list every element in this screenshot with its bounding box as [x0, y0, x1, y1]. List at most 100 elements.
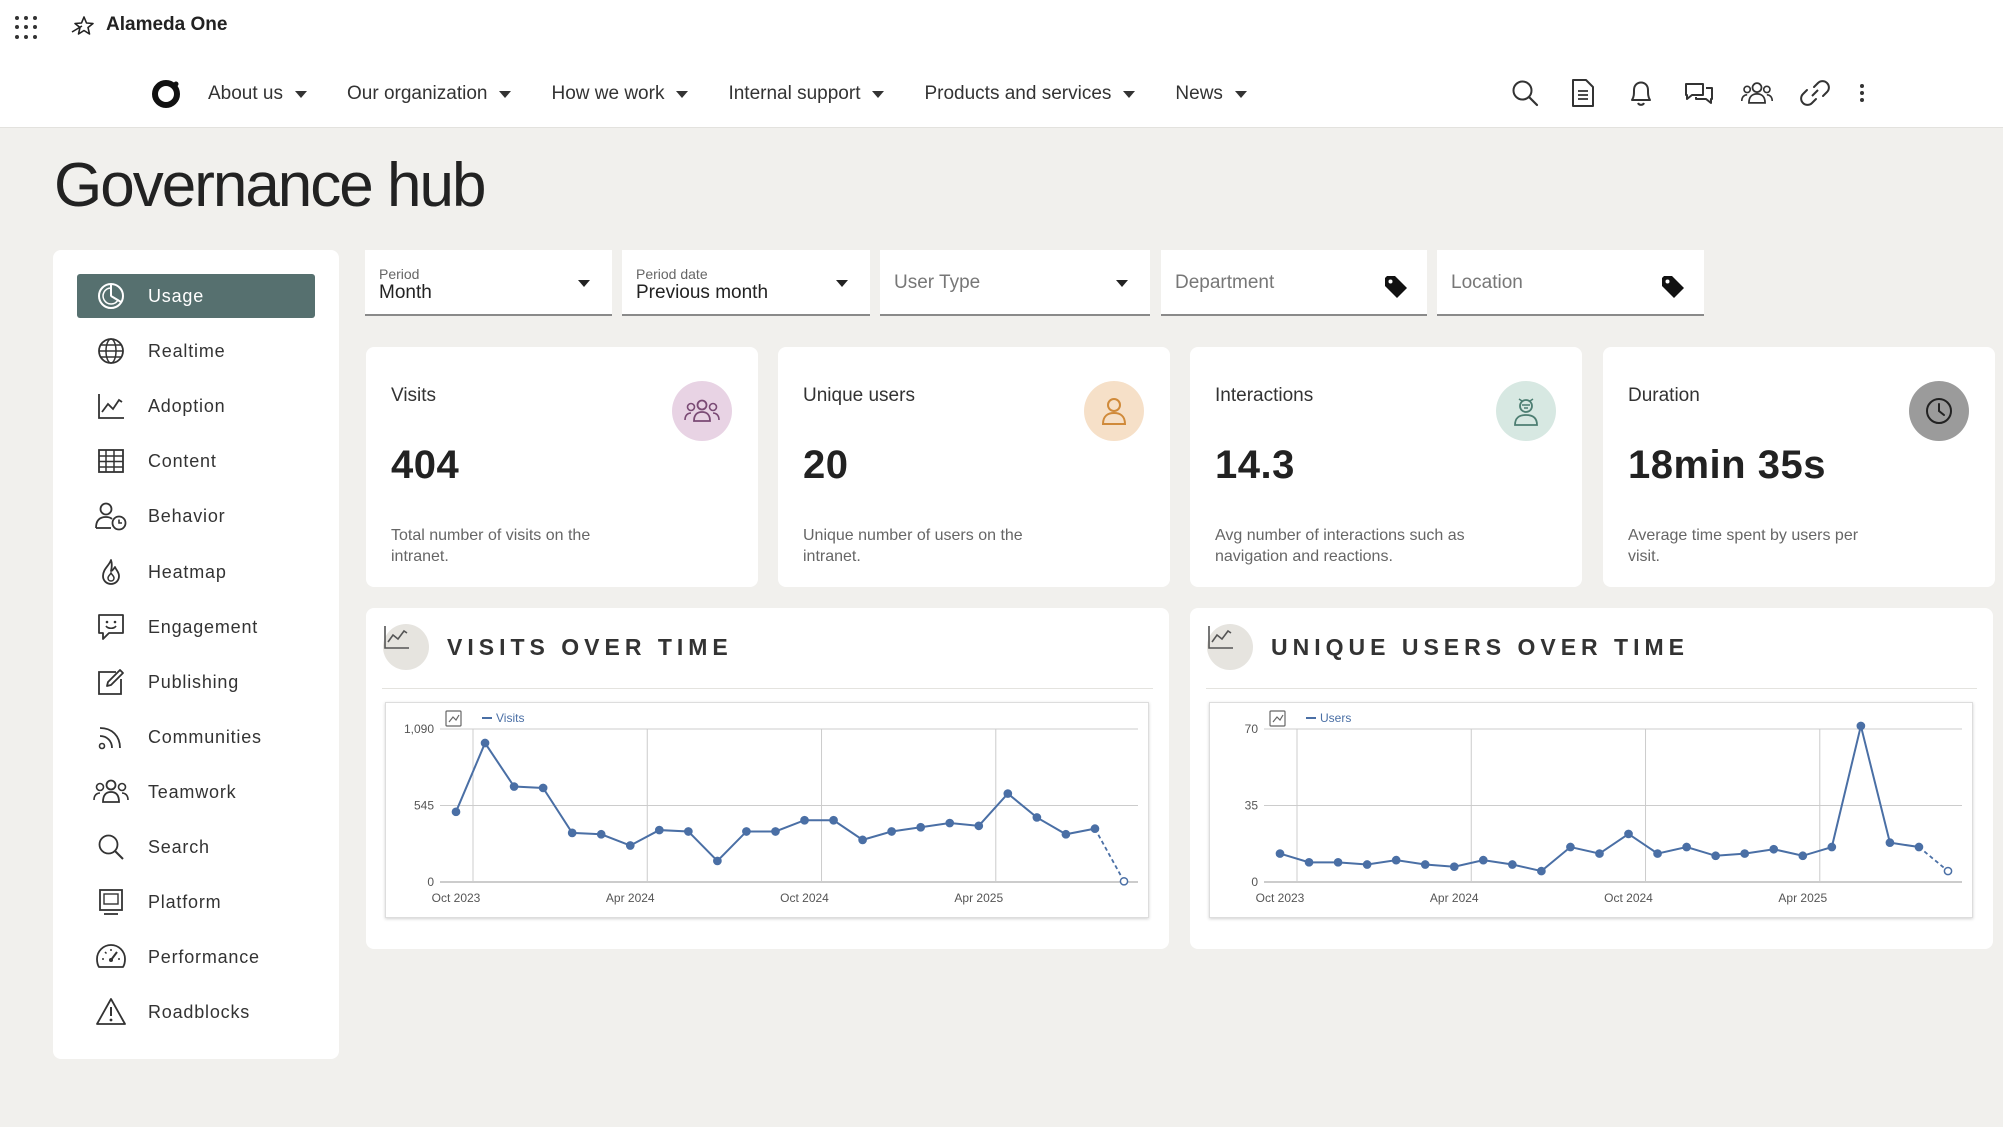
smile-chat-icon — [93, 609, 129, 645]
sidebar-item-heatmap[interactable]: Heatmap — [77, 550, 315, 594]
kpi-description: Average time spent by users per visit. — [1628, 527, 1859, 565]
period-date-select[interactable]: Period date Previous month — [622, 250, 870, 316]
top-bar: Alameda One About us Our organization Ho… — [0, 0, 2003, 128]
data-point — [742, 827, 751, 836]
data-point — [1653, 849, 1662, 858]
link-icon[interactable] — [1798, 76, 1832, 110]
data-point — [1449, 862, 1459, 872]
panel-title: VISITS OVER TIME — [447, 633, 733, 660]
nav-label: How we work — [551, 83, 665, 104]
sidebar-item-platform[interactable]: Platform — [77, 880, 315, 924]
x-tick-label: Oct 2024 — [780, 891, 829, 905]
bell-icon[interactable] — [1624, 76, 1658, 110]
filter-value: Month — [379, 282, 432, 303]
nav-label: About us — [208, 83, 283, 104]
y-tick-label: 70 — [1245, 722, 1259, 736]
y-tick-label: 35 — [1245, 799, 1259, 813]
x-tick-label: Oct 2023 — [1256, 891, 1305, 905]
sidebar-item-label: Communities — [148, 726, 262, 747]
data-point — [974, 821, 984, 831]
sidebar-item-label: Behavior — [148, 505, 226, 526]
data-point — [451, 807, 461, 817]
nav-label: Products and services — [924, 83, 1112, 104]
document-icon[interactable] — [1566, 76, 1600, 110]
data-point — [1333, 857, 1343, 867]
user-type-select[interactable]: User Type — [880, 250, 1150, 316]
page-title: Governance hub — [54, 151, 486, 220]
nav-how-we-work[interactable]: How we work — [551, 83, 689, 105]
data-point — [1827, 842, 1837, 852]
nav-news[interactable]: News — [1175, 83, 1247, 105]
nav-our-organization[interactable]: Our organization — [347, 83, 512, 105]
department-filter[interactable]: Department — [1161, 250, 1427, 316]
brand-name: Alameda One — [106, 14, 228, 35]
sidebar-item-adoption[interactable]: Adoption — [77, 384, 315, 428]
x-tick-label: Oct 2023 — [432, 891, 481, 905]
sidebar-item-usage[interactable]: Usage — [77, 274, 315, 318]
sidebar-item-realtime[interactable]: Realtime — [77, 329, 315, 373]
nav-label: Our organization — [347, 83, 488, 104]
series-line — [455, 740, 1096, 863]
kpi-title: Duration — [1628, 385, 1700, 406]
user-clock-icon — [93, 498, 129, 534]
sidebar-item-behavior[interactable]: Behavior — [77, 494, 315, 538]
data-point — [1943, 866, 1953, 876]
sidebar-item-label: Engagement — [148, 616, 259, 637]
visits-over-time-panel: VISITS OVER TIME 0 545 1,090 Oct 2023 Apr 20… — [366, 608, 1169, 949]
sidebar-item-content[interactable]: Content — [77, 439, 315, 483]
series-line-projection — [1918, 846, 1949, 872]
kpi-title: Unique users — [803, 385, 915, 406]
data-point — [1090, 824, 1100, 834]
brand[interactable]: Alameda One — [70, 14, 227, 36]
data-point — [1682, 842, 1691, 852]
people-icon[interactable] — [1740, 76, 1774, 110]
data-point — [625, 841, 635, 850]
legend-toggle-icon — [445, 710, 462, 727]
x-tick-label: Oct 2024 — [1604, 891, 1653, 905]
sidebar-item-label: Realtime — [148, 340, 226, 361]
legend-toggle-glyph — [1272, 714, 1284, 723]
sidebar-item-performance[interactable]: Performance — [77, 935, 315, 979]
data-point — [1537, 866, 1546, 876]
caret-down-icon — [1123, 90, 1136, 98]
data-point — [1798, 851, 1808, 861]
org-logo-icon[interactable] — [150, 78, 182, 110]
sidebar-item-label: Platform — [148, 891, 222, 912]
sidebar-item-engagement[interactable]: Engagement — [77, 605, 315, 649]
chat-icon[interactable] — [1682, 76, 1716, 110]
filter-value: Previous month — [636, 282, 769, 303]
sidebar-item-teamwork[interactable]: Teamwork — [77, 770, 315, 814]
sidebar-item-search[interactable]: Search — [77, 825, 315, 869]
search-icon — [93, 829, 129, 865]
legend-toggle-icon — [1269, 710, 1286, 727]
data-point — [713, 856, 722, 866]
sidebar-item-publishing[interactable]: Publishing — [77, 660, 315, 704]
nav-about-us[interactable]: About us — [208, 83, 307, 105]
data-point — [683, 827, 693, 836]
nav-internal-support[interactable]: Internal support — [728, 83, 885, 105]
sidebar-item-communities[interactable]: Communities — [77, 715, 315, 759]
user-icon — [1084, 381, 1144, 441]
app-launcher-icon[interactable] — [15, 16, 39, 40]
caret-down-icon — [836, 280, 848, 287]
filter-label: Period — [379, 266, 420, 282]
search-icon[interactable] — [1508, 76, 1542, 110]
more-icon[interactable] — [1860, 81, 1864, 105]
group-icon — [672, 381, 732, 441]
nav-label: News — [1175, 83, 1223, 104]
star-logo-icon — [71, 16, 94, 35]
edit-icon — [93, 664, 129, 700]
data-point — [567, 828, 577, 838]
caret-down-icon — [1116, 280, 1128, 287]
data-point — [509, 782, 519, 791]
header-tools — [1508, 76, 1864, 110]
nav-products-and-services[interactable]: Products and services — [924, 83, 1136, 105]
sidebar-item-roadblocks[interactable]: Roadblocks — [77, 990, 315, 1034]
data-point — [800, 815, 809, 825]
main-nav: About us Our organization How we work In… — [150, 72, 1287, 116]
trend-chart-icon — [383, 624, 429, 670]
period-select[interactable]: Period Month — [365, 250, 612, 316]
location-filter[interactable]: Location — [1437, 250, 1704, 316]
data-point — [1420, 860, 1430, 869]
data-point — [1885, 838, 1895, 848]
